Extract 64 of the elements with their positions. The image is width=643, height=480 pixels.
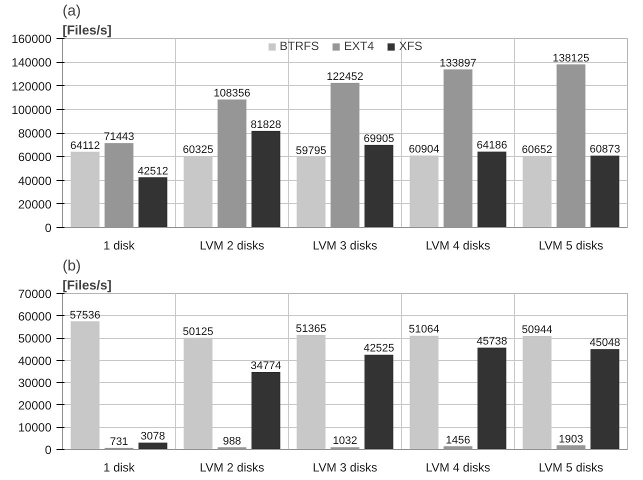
y-tick-label: 10000 xyxy=(18,420,52,435)
data-label: 45738 xyxy=(476,336,508,348)
data-label: 3078 xyxy=(140,430,166,443)
y-tick-label: 60000 xyxy=(18,150,52,164)
data-label: 51365 xyxy=(296,323,326,336)
data-label: 122452 xyxy=(326,70,364,83)
x-tick-label: LVM 3 disks xyxy=(312,238,378,252)
x-tick-label: 1 disk xyxy=(103,238,136,252)
y-axis-title: [Files/s] xyxy=(62,278,112,292)
data-label: 69905 xyxy=(364,132,394,145)
data-label: 60652 xyxy=(522,144,552,156)
y-tick-label: 60000 xyxy=(18,309,52,324)
y-tick-label: 140000 xyxy=(11,56,52,70)
x-tick-label: LVM 3 disks xyxy=(312,460,378,474)
data-label: 57536 xyxy=(70,309,100,322)
data-label: 1456 xyxy=(446,434,470,446)
data-label: 60325 xyxy=(182,144,214,156)
y-tick-label: 20000 xyxy=(18,197,52,212)
y-axis-title: [Files/s] xyxy=(62,22,112,38)
y-tick-label: 20000 xyxy=(18,398,52,412)
x-tick-label: LVM 5 disks xyxy=(538,460,604,474)
data-label: 81828 xyxy=(250,118,282,131)
data-label: 133897 xyxy=(440,57,476,70)
y-tick-label: 160000 xyxy=(11,32,52,46)
legend-label: BTRFS xyxy=(280,39,319,53)
x-tick-label: LVM 2 disks xyxy=(200,460,264,474)
y-tick-label: 70000 xyxy=(18,287,52,301)
data-label: 45048 xyxy=(590,337,620,350)
data-label: 42512 xyxy=(138,165,168,178)
data-label: 60904 xyxy=(408,144,440,156)
data-label: 1903 xyxy=(558,433,584,446)
y-tick-label: 0 xyxy=(44,443,52,457)
data-label: 34774 xyxy=(250,360,282,372)
data-label: 1032 xyxy=(332,435,358,448)
data-label: 59795 xyxy=(296,144,326,157)
data-label: 51064 xyxy=(408,324,440,336)
legend-label: EXT4 xyxy=(344,39,374,53)
data-label: 71443 xyxy=(104,131,134,144)
data-label: 138125 xyxy=(552,52,590,64)
chart-title: (a) xyxy=(62,2,81,20)
data-label: 108356 xyxy=(214,88,250,100)
chart-title: (b) xyxy=(62,258,81,274)
data-label: 50125 xyxy=(182,326,214,338)
x-tick-label: LVM 2 disks xyxy=(200,238,264,252)
x-tick-label: 1 disk xyxy=(103,460,136,474)
y-tick-label: 50000 xyxy=(18,332,52,346)
data-label: 60873 xyxy=(590,144,620,156)
data-label: 42525 xyxy=(364,342,394,355)
x-tick-label: LVM 5 disks xyxy=(538,238,604,252)
y-tick-label: 80000 xyxy=(18,126,52,140)
y-tick-label: 100000 xyxy=(11,102,52,117)
y-tick-label: 40000 xyxy=(18,354,52,368)
data-label: 50944 xyxy=(522,324,552,336)
y-tick-label: 120000 xyxy=(11,79,52,94)
y-tick-label: 0 xyxy=(44,221,52,235)
y-tick-label: 40000 xyxy=(18,174,52,188)
data-label: 731 xyxy=(110,436,128,448)
x-tick-label: LVM 4 disks xyxy=(426,460,490,474)
data-label: 64186 xyxy=(476,140,508,152)
x-tick-label: LVM 4 disks xyxy=(426,238,490,252)
data-label: 64112 xyxy=(70,140,100,152)
data-label: 988 xyxy=(222,435,242,448)
y-tick-label: 30000 xyxy=(18,376,52,390)
legend-label: XFS xyxy=(399,39,422,53)
